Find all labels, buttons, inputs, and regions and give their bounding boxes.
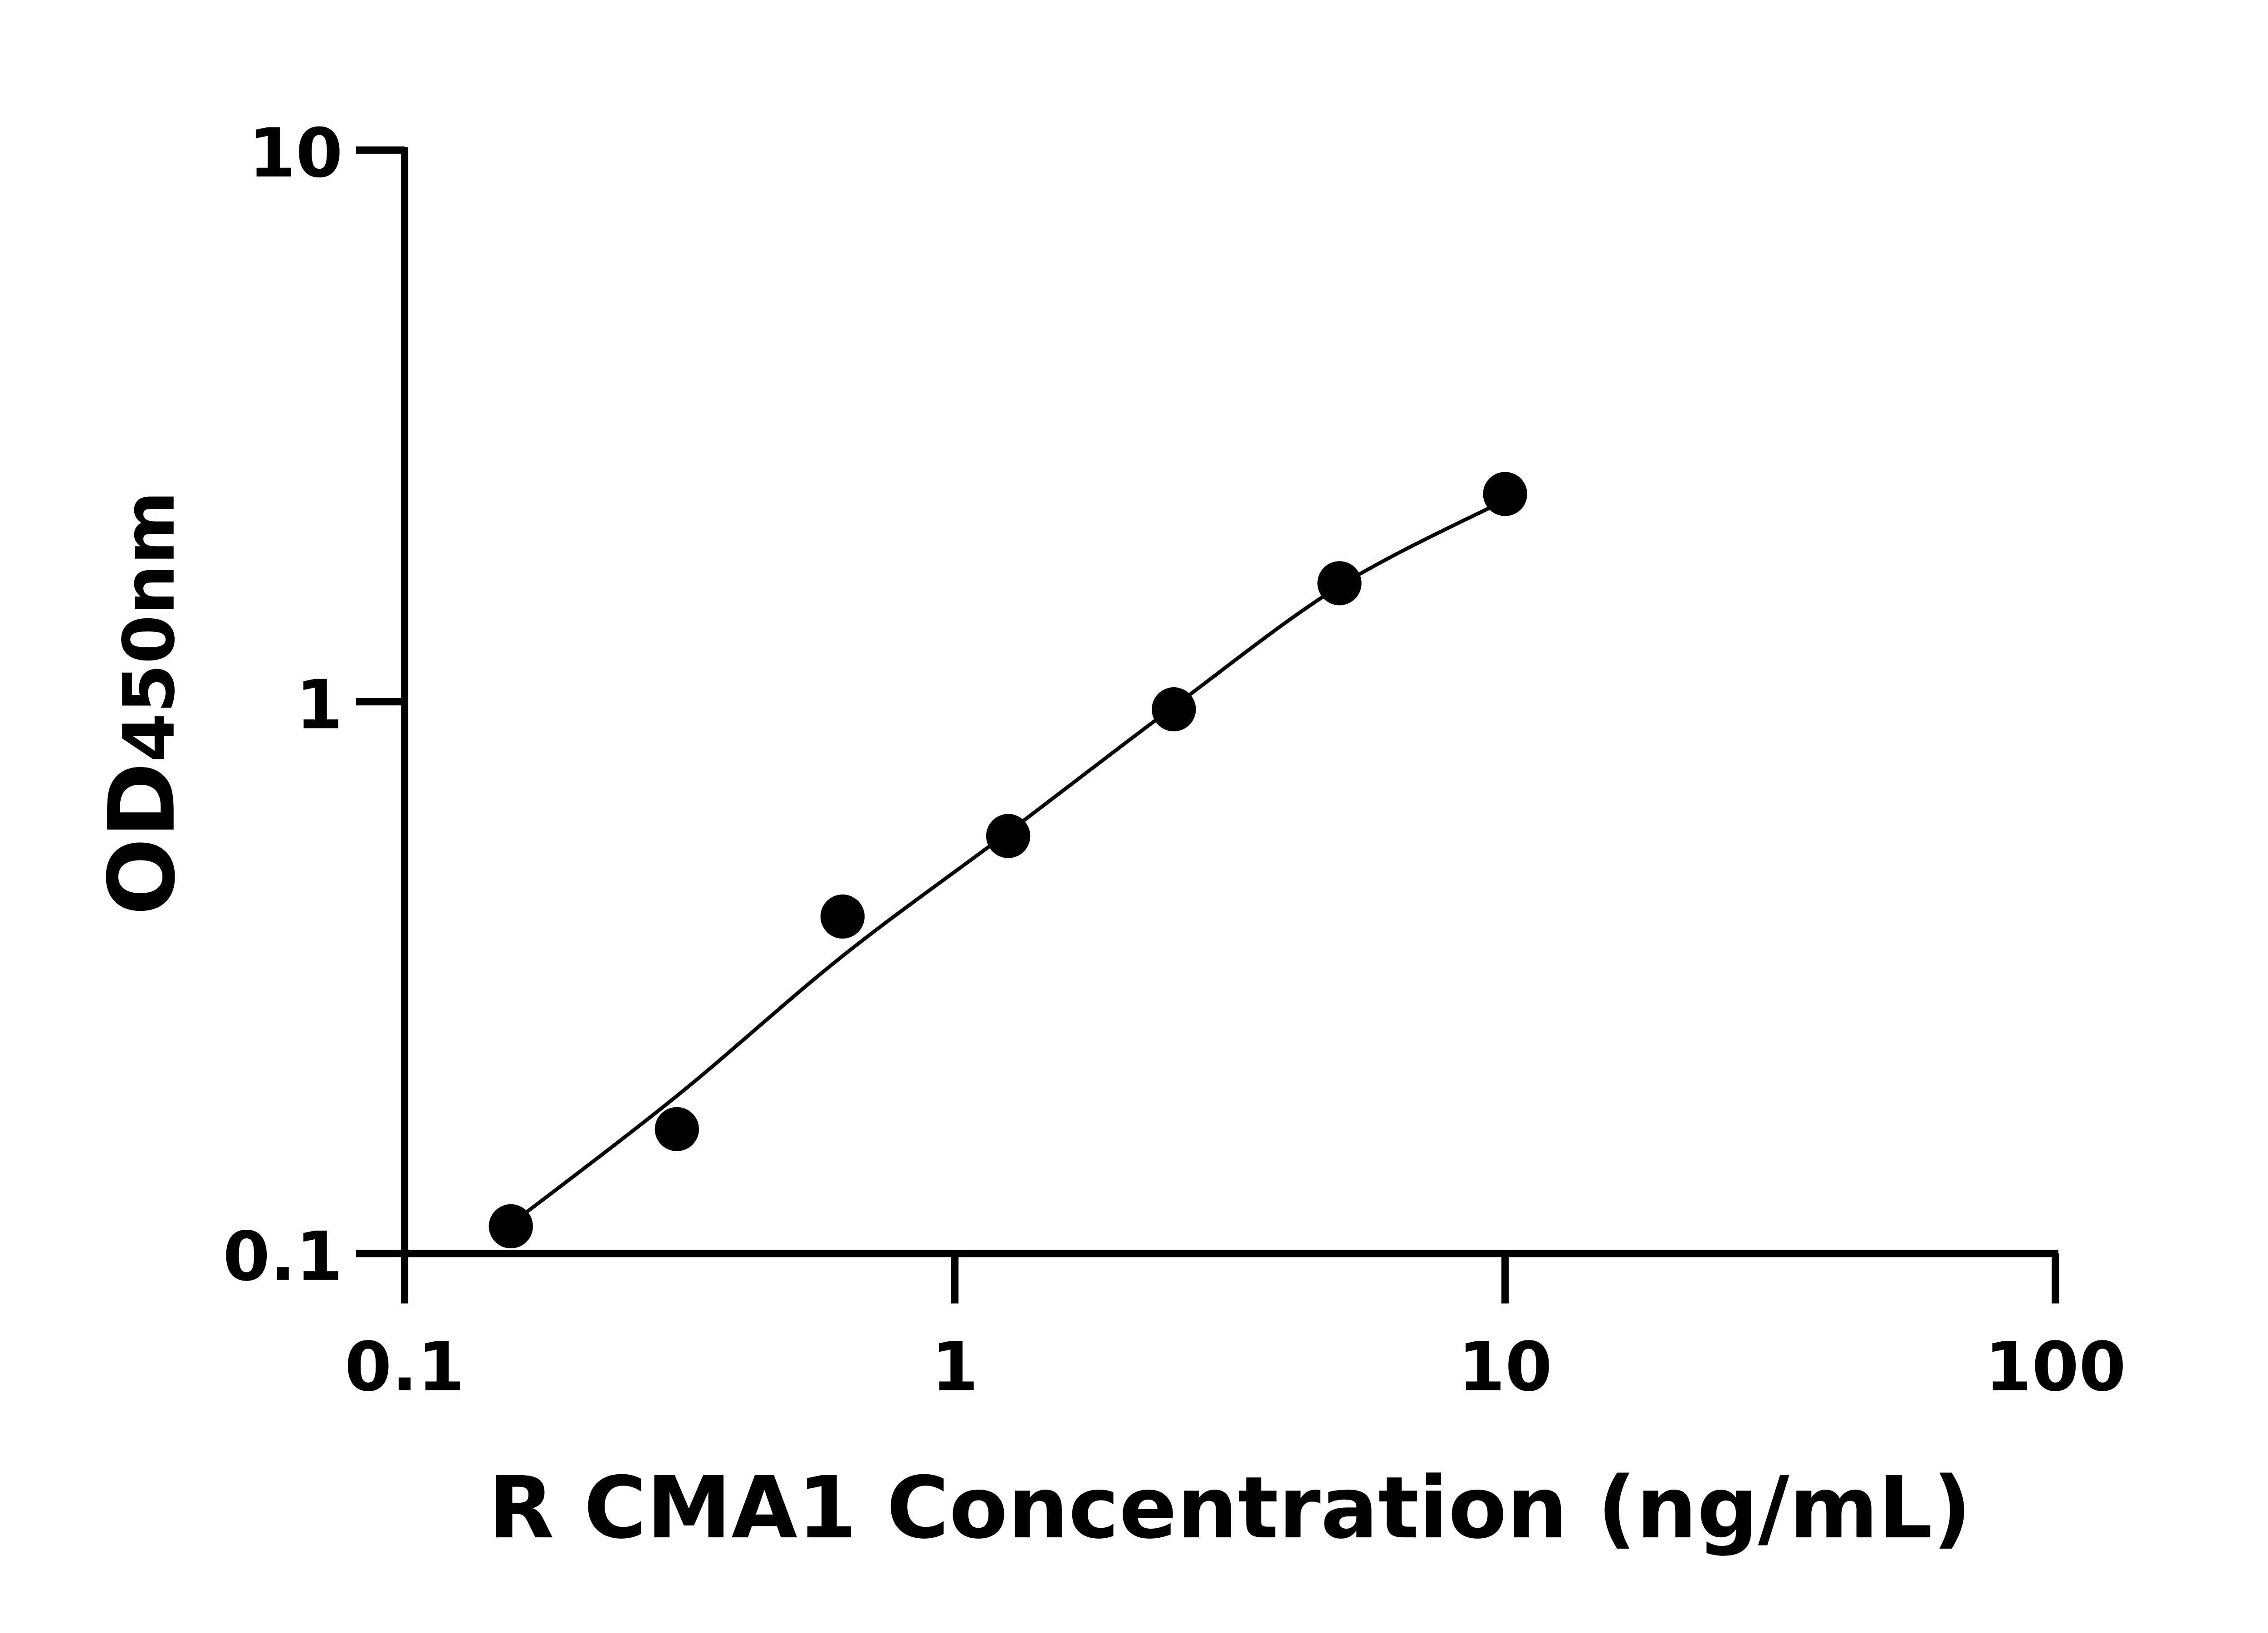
- y-tick-label: 1: [296, 666, 343, 744]
- y-axis-title-sub: 450nm: [108, 491, 191, 762]
- data-point: [986, 814, 1031, 858]
- data-point: [489, 1204, 533, 1249]
- x-tick-label: 1: [931, 1328, 978, 1407]
- axes: [401, 147, 2058, 1257]
- data-point: [655, 1107, 699, 1151]
- y-tick-label: 0.1: [223, 1218, 342, 1296]
- data-points: [489, 472, 1527, 1249]
- y-ticks: 0.1 1 10: [223, 114, 405, 1296]
- y-axis-title-main: OD: [89, 762, 196, 915]
- x-ticks: 0.1 1 10 100: [345, 1253, 2126, 1407]
- x-tick-label: 0.1: [345, 1328, 464, 1407]
- y-tick-label: 10: [249, 114, 343, 193]
- x-tick-label: 100: [1985, 1328, 2126, 1407]
- data-point: [1483, 472, 1527, 516]
- data-point: [1317, 561, 1362, 606]
- data-point: [1152, 687, 1196, 732]
- y-axis-title: OD450nm: [89, 491, 196, 915]
- x-tick-label: 10: [1458, 1328, 1552, 1407]
- data-point: [820, 894, 865, 939]
- x-axis-title: R CMA1 Concentration (ng/mL): [489, 1458, 1972, 1558]
